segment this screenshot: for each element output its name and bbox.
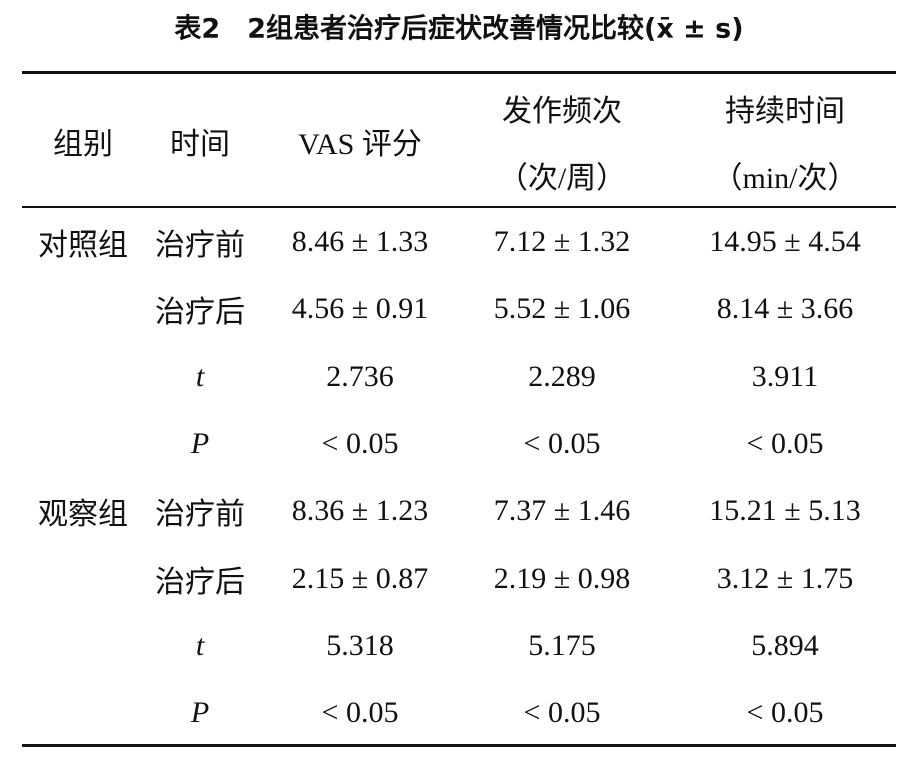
top-rule xyxy=(22,71,896,74)
table-cell: 15.21 ± 5.13 xyxy=(709,494,861,528)
table-cell: < 0.05 xyxy=(746,696,824,730)
table-cell: P xyxy=(190,696,210,730)
table-cell: < 0.05 xyxy=(746,426,824,460)
table-cell: 5.52 ± 1.06 xyxy=(493,292,631,326)
table-cell: 2.19 ± 0.98 xyxy=(493,561,631,595)
table-cell: t xyxy=(195,359,205,393)
header-cell: （min/次） xyxy=(712,162,858,195)
header-cell: VAS 评分 xyxy=(298,128,422,161)
table-cell: t xyxy=(195,628,205,662)
table-title: 表2 2组患者治疗后症状改善情况比较(x̄ ± s) xyxy=(174,13,744,45)
table-cell: 5.894 xyxy=(751,628,819,662)
table-cell: 治疗后 xyxy=(155,296,245,330)
table-cell: 2.736 xyxy=(326,359,394,393)
table-cell: 3.911 xyxy=(751,359,819,393)
table-cell: 8.14 ± 3.66 xyxy=(716,292,854,326)
table-cell: 7.37 ± 1.46 xyxy=(493,494,631,528)
table-cell: 8.46 ± 1.33 xyxy=(291,225,429,258)
header-cell: 组别 xyxy=(53,128,113,161)
table-cell: 14.95 ± 4.54 xyxy=(709,225,861,258)
header-cell: 发作频次 xyxy=(502,95,622,128)
table-cell: 2.15 ± 0.87 xyxy=(291,561,429,595)
table-cell: 2.289 xyxy=(528,359,596,393)
table-cell: 7.12 ± 1.32 xyxy=(493,225,631,258)
table-cell: < 0.05 xyxy=(321,426,399,460)
group-label: 观察组 xyxy=(38,498,128,532)
header-cell: （次/周） xyxy=(497,162,627,195)
table-cell: P xyxy=(190,426,210,460)
header-rule xyxy=(22,206,896,208)
header-cell: 持续时间 xyxy=(725,95,845,128)
table-cell: < 0.05 xyxy=(321,696,399,730)
table-cell: 5.175 xyxy=(528,628,596,662)
table-cell: 治疗前 xyxy=(155,498,245,532)
group-label: 对照组 xyxy=(38,229,128,262)
table-cell: < 0.05 xyxy=(523,696,601,730)
table-cell: < 0.05 xyxy=(523,426,601,460)
table-cell: 8.36 ± 1.23 xyxy=(291,494,429,528)
header-cell: 时间 xyxy=(170,128,230,161)
table-cell: 5.318 xyxy=(326,628,394,662)
table-cell: 治疗后 xyxy=(155,565,245,599)
bottom-rule xyxy=(22,744,896,747)
table-cell: 4.56 ± 0.91 xyxy=(291,292,429,326)
table-cell: 治疗前 xyxy=(155,229,245,262)
table-cell: 3.12 ± 1.75 xyxy=(716,561,854,595)
